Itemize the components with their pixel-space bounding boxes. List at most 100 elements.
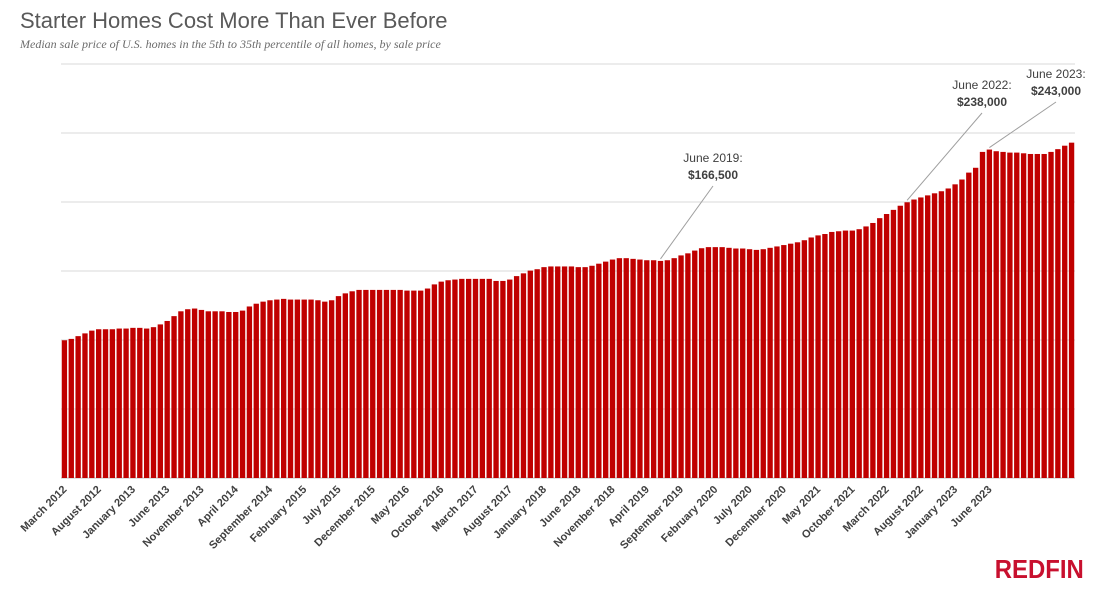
bar bbox=[637, 259, 643, 478]
bar bbox=[609, 259, 616, 478]
annotation-label: June 2019: bbox=[683, 151, 742, 165]
bar bbox=[445, 280, 451, 478]
bar bbox=[96, 329, 102, 478]
bar bbox=[452, 279, 458, 478]
bar bbox=[712, 247, 718, 478]
bar bbox=[157, 324, 164, 478]
bar bbox=[486, 278, 492, 478]
bar bbox=[959, 179, 965, 478]
redfin-logo: REDFIN bbox=[994, 554, 1084, 584]
x-tick-label: December 2020 bbox=[723, 484, 789, 550]
bar bbox=[500, 280, 506, 478]
bar bbox=[1000, 151, 1006, 478]
bar bbox=[404, 290, 410, 478]
bar bbox=[931, 193, 938, 478]
bar bbox=[1020, 153, 1027, 479]
bar bbox=[829, 231, 835, 478]
annotation-leader-line bbox=[906, 112, 983, 201]
bar bbox=[431, 284, 438, 478]
bar bbox=[1041, 153, 1047, 479]
bar bbox=[794, 242, 801, 478]
bar bbox=[226, 311, 232, 478]
bar bbox=[287, 299, 294, 478]
bar bbox=[623, 258, 629, 478]
bar bbox=[842, 230, 849, 478]
bar bbox=[185, 309, 191, 478]
bar bbox=[883, 214, 890, 478]
bar bbox=[801, 240, 808, 478]
bar bbox=[253, 303, 259, 478]
bar bbox=[596, 263, 602, 478]
bar bbox=[390, 289, 396, 478]
bar bbox=[260, 301, 266, 478]
bar bbox=[109, 329, 116, 478]
x-tick-label: September 2019 bbox=[618, 484, 686, 552]
bar bbox=[911, 199, 917, 478]
bar bbox=[1014, 152, 1020, 478]
bar bbox=[520, 273, 527, 478]
annotation-label: June 2022: bbox=[952, 78, 1011, 92]
annotations: June 2019: $166,500 June 2022: $238,000 June… bbox=[660, 67, 1086, 260]
bar bbox=[705, 247, 712, 478]
bar bbox=[568, 266, 575, 478]
bar bbox=[1027, 153, 1034, 479]
bar bbox=[143, 328, 150, 478]
bar bbox=[966, 172, 972, 479]
bar bbox=[479, 278, 486, 478]
bar bbox=[281, 298, 287, 478]
bar bbox=[438, 281, 444, 478]
bar bbox=[342, 293, 348, 478]
annotation-value: $238,000 bbox=[957, 95, 1007, 109]
annotation-leader-line bbox=[989, 101, 1057, 149]
bar bbox=[945, 188, 951, 479]
bar bbox=[130, 327, 136, 478]
bar bbox=[513, 276, 520, 478]
bar bbox=[856, 229, 862, 478]
bar bbox=[863, 226, 869, 478]
bar bbox=[335, 296, 342, 478]
bar bbox=[82, 333, 88, 478]
bar bbox=[698, 248, 705, 478]
bar bbox=[835, 231, 842, 478]
bar bbox=[89, 330, 95, 478]
bar bbox=[301, 299, 307, 478]
bar bbox=[849, 230, 855, 478]
bar bbox=[788, 243, 794, 478]
bar bbox=[760, 249, 766, 478]
bar bbox=[315, 300, 321, 478]
x-tick-label: December 2015 bbox=[312, 484, 378, 550]
bar bbox=[459, 278, 465, 478]
bar bbox=[68, 338, 74, 478]
x-tick-label: November 2013 bbox=[141, 484, 207, 550]
bar bbox=[527, 270, 533, 478]
bar bbox=[1068, 142, 1075, 478]
chart-title: Starter Homes Cost More Than Ever Before bbox=[20, 8, 448, 33]
bar bbox=[102, 329, 109, 478]
bar bbox=[753, 249, 760, 478]
bar bbox=[370, 289, 376, 478]
bar bbox=[267, 300, 273, 478]
bar bbox=[1062, 145, 1068, 478]
annotation-value: $166,500 bbox=[688, 168, 738, 182]
bar bbox=[1048, 151, 1054, 478]
bar bbox=[582, 267, 588, 478]
bar bbox=[212, 311, 218, 478]
bar bbox=[972, 167, 979, 478]
bar bbox=[219, 311, 225, 478]
bar bbox=[925, 195, 931, 478]
bar bbox=[952, 184, 958, 478]
bar bbox=[322, 301, 328, 478]
bar bbox=[61, 340, 68, 478]
bar bbox=[904, 202, 910, 478]
bar bbox=[781, 245, 787, 478]
bar bbox=[767, 247, 773, 478]
bar bbox=[328, 300, 335, 478]
bar bbox=[692, 250, 698, 478]
bar bbox=[418, 290, 424, 478]
x-tick-label: September 2014 bbox=[207, 483, 276, 552]
bar bbox=[75, 336, 81, 478]
bar bbox=[123, 328, 129, 478]
bar bbox=[650, 260, 657, 478]
bar bbox=[726, 247, 732, 478]
bar bbox=[164, 320, 170, 478]
